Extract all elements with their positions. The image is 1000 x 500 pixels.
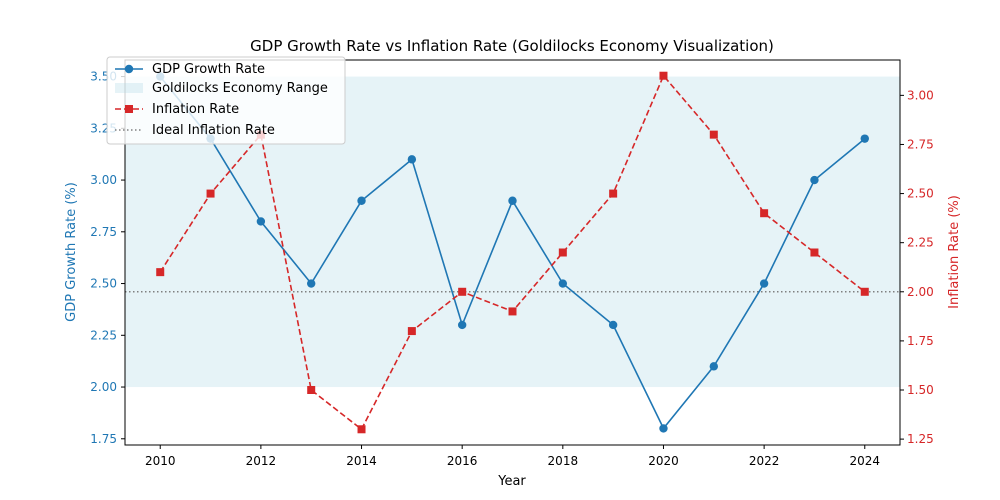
plot-frame: [124, 59, 901, 446]
right-tick-label: 2.50: [907, 187, 934, 201]
inflation-point: [860, 287, 869, 296]
gdp-point: [407, 155, 417, 164]
gdp-point: [659, 424, 668, 433]
left-tick-label: 2.00: [90, 380, 117, 394]
inflation-point: [709, 130, 718, 139]
gdp-point: [457, 320, 467, 330]
chart-title: GDP Growth Rate vs Inflation Rate (Goldi…: [250, 37, 774, 55]
inflation-point: [307, 386, 316, 394]
x-tick-label: 2024: [849, 454, 880, 468]
gdp-point: [256, 217, 266, 226]
gdp-point: [860, 134, 869, 143]
legend-ideal-label: Ideal Inflation Rate: [152, 123, 275, 138]
legend-gdp-marker: [124, 64, 134, 74]
legend-band-label: Goldilocks Economy Range: [152, 81, 328, 96]
inflation-point: [810, 248, 819, 257]
inflation-point: [508, 307, 517, 316]
inflation-point: [357, 425, 366, 434]
x-tick-label: 2010: [145, 454, 176, 468]
right-tick-label: 2.75: [907, 137, 934, 151]
inflation-point: [659, 71, 668, 80]
x-tick-label: 2020: [648, 454, 679, 468]
left-tick-label: 3.00: [90, 173, 117, 187]
inflation-point: [558, 248, 567, 257]
right-tick-label: 1.75: [907, 334, 934, 348]
gdp-point: [759, 279, 769, 288]
inflation-point: [407, 327, 416, 336]
legend-gdp-label: GDP Growth Rate: [152, 62, 265, 77]
right-tick-label: 3.00: [907, 88, 934, 102]
gdp-point: [709, 362, 718, 371]
inflation-point: [206, 189, 215, 198]
legend-inflation-marker: [125, 105, 133, 113]
x-tick-label: 2016: [447, 454, 478, 468]
gdp-point: [508, 196, 517, 205]
x-tick-label: 2014: [346, 454, 377, 468]
inflation-point: [156, 268, 165, 277]
inflation-point: [760, 209, 769, 218]
x-tick-label: 2012: [246, 454, 277, 468]
gdp-point: [307, 279, 316, 288]
left-axis-label: GDP Growth Rate (%): [64, 182, 79, 322]
legend-inflation-label: Inflation Rate: [152, 102, 239, 117]
right-tick-label: 1.25: [907, 432, 934, 446]
x-tick-label: 2018: [548, 454, 579, 468]
inflation-point: [609, 189, 618, 198]
left-tick-label: 1.75: [90, 432, 117, 446]
left-tick-label: 2.25: [90, 328, 117, 342]
right-tick-label: 1.50: [907, 383, 934, 397]
right-tick-label: 2.00: [907, 285, 934, 299]
right-tick-label: 2.25: [907, 236, 934, 250]
gdp-point: [608, 320, 618, 330]
x-axis-label: Year: [497, 474, 526, 489]
left-tick-label: 2.50: [90, 277, 117, 291]
right-axis-label: Inflation Rate (%): [947, 195, 962, 309]
x-tick-label: 2022: [749, 454, 780, 468]
gdp-point: [357, 196, 366, 205]
gdp-point: [810, 175, 819, 185]
legend-band-swatch: [115, 83, 143, 93]
left-tick-label: 2.75: [90, 225, 117, 239]
legend-box: [106, 56, 346, 145]
inflation-point: [458, 287, 467, 296]
gdp-point: [558, 279, 568, 288]
